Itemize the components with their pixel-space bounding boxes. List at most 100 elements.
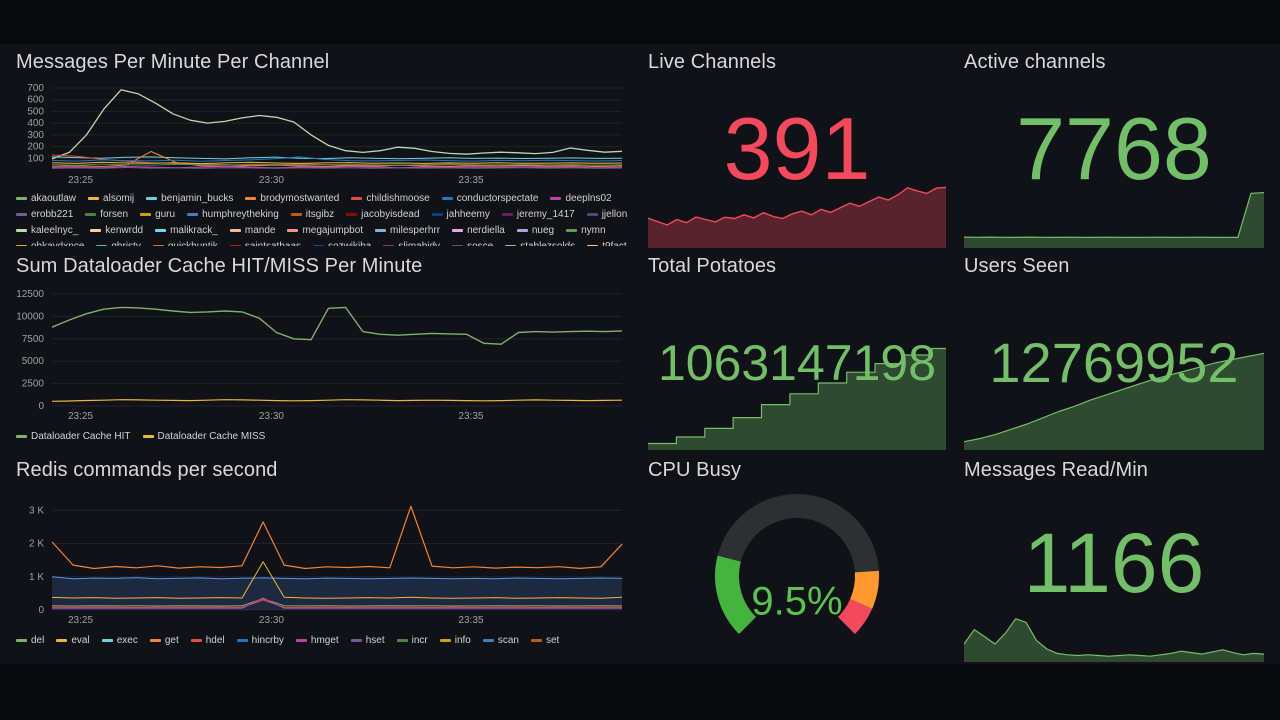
legend-item[interactable]: hmget bbox=[295, 634, 339, 647]
legend-item[interactable]: childishmoose bbox=[351, 192, 430, 205]
legend-item[interactable]: eval bbox=[56, 634, 90, 647]
legend-item[interactable]: benjamin_bucks bbox=[146, 192, 233, 205]
legend-series-color-dash bbox=[396, 639, 408, 642]
panel-title-messages-read[interactable]: Messages Read/Min bbox=[964, 459, 1149, 481]
panel-title-messages[interactable]: Messages Per Minute Per Channel bbox=[16, 51, 330, 73]
legend-item[interactable]: t9fact bbox=[587, 240, 627, 246]
legend-item[interactable]: exec bbox=[101, 634, 138, 647]
legend-series-color-dash bbox=[56, 639, 68, 642]
legend-item[interactable]: jahheemy bbox=[431, 208, 490, 221]
legend-item[interactable]: nerdiella bbox=[452, 224, 505, 237]
legend-series-color-dash bbox=[586, 213, 598, 216]
legend-item[interactable]: jjellon bbox=[586, 208, 627, 221]
legend-item[interactable]: slimabidy bbox=[383, 240, 440, 246]
legend-series-label: jahheemy bbox=[446, 209, 490, 220]
legend-item[interactable]: kaleelnyc_ bbox=[16, 224, 78, 237]
svg-text:500: 500 bbox=[27, 106, 44, 117]
legend-item[interactable]: saintsathaas bbox=[229, 240, 301, 246]
panel-title-cpu-busy[interactable]: CPU Busy bbox=[648, 459, 742, 481]
svg-text:600: 600 bbox=[27, 95, 44, 106]
legend-item[interactable]: sozwikiba bbox=[313, 240, 371, 246]
legend-series-label: del bbox=[31, 635, 45, 646]
legend-series-color-dash bbox=[229, 229, 241, 232]
svg-text:100: 100 bbox=[27, 153, 44, 164]
panel-title-total-potatoes[interactable]: Total Potatoes bbox=[648, 255, 777, 277]
legend-item[interactable]: info bbox=[439, 634, 471, 647]
legend-item[interactable]: ohkaydxnce bbox=[16, 240, 84, 246]
legend-item[interactable]: jeremy_1417 bbox=[501, 208, 575, 221]
panel-title-live-channels[interactable]: Live Channels bbox=[648, 51, 777, 73]
svg-text:23:30: 23:30 bbox=[259, 175, 284, 186]
legend-item[interactable]: mande bbox=[229, 224, 275, 237]
redis-chart[interactable]: 3 K 2 K 1 K 0 23:25 23:30 23:35 bbox=[16, 496, 628, 626]
svg-text:23:30: 23:30 bbox=[259, 411, 284, 422]
panel-title-users-seen[interactable]: Users Seen bbox=[964, 255, 1070, 277]
legend-item[interactable]: akaoutlaw bbox=[16, 192, 76, 205]
legend-series-label: guru bbox=[155, 209, 176, 220]
legend-series-color-dash bbox=[351, 197, 363, 200]
svg-text:2 K: 2 K bbox=[29, 539, 44, 550]
legend-series-color-dash bbox=[16, 229, 27, 232]
legend-item[interactable]: humphreytheking bbox=[187, 208, 279, 221]
legend-series-label: ohkaydxnce bbox=[31, 240, 84, 246]
legend-item[interactable]: Dataloader Cache MISS bbox=[142, 430, 265, 443]
panel-title-active-channels[interactable]: Active channels bbox=[964, 51, 1106, 73]
legend-series-color-dash bbox=[152, 245, 164, 246]
legend-series-label: nymn bbox=[581, 225, 606, 236]
legend-item[interactable]: jacobyisdead bbox=[346, 208, 420, 221]
legend-item[interactable]: erobb221 bbox=[16, 208, 73, 221]
svg-text:10000: 10000 bbox=[16, 311, 44, 322]
legend-item[interactable]: del bbox=[16, 634, 44, 647]
legend-item[interactable]: get bbox=[149, 634, 179, 647]
legend-series-label: slimabidy bbox=[398, 240, 440, 246]
legend-series-color-dash bbox=[346, 213, 358, 216]
legend-item[interactable]: brodymostwanted bbox=[245, 192, 339, 205]
legend-series-color-dash bbox=[287, 229, 299, 232]
legend-item[interactable]: megajumpbot bbox=[287, 224, 363, 237]
legend-item[interactable]: nueg bbox=[516, 224, 554, 237]
legend-item[interactable]: guru bbox=[140, 208, 175, 221]
top-letterbox-bar bbox=[0, 0, 1280, 44]
legend-item[interactable]: sosce bbox=[452, 240, 493, 246]
legend-item[interactable]: hincrby bbox=[236, 634, 284, 647]
legend-series-label: benjamin_bucks bbox=[161, 193, 234, 204]
legend-series-label: hincrby bbox=[251, 635, 284, 646]
legend-item[interactable]: itsgibz bbox=[290, 208, 334, 221]
dataloader-chart[interactable]: 12500 10000 7500 5000 2500 0 23:25 23:30 23:35 bbox=[16, 288, 628, 422]
messages-read-sparkline bbox=[964, 590, 1264, 662]
legend-item[interactable]: stablezsolds bbox=[505, 240, 575, 246]
legend-item[interactable]: malikrack_ bbox=[155, 224, 218, 237]
panel-title-dataloader[interactable]: Sum Dataloader Cache HIT/MISS Per Minute bbox=[16, 255, 423, 277]
legend-item[interactable]: qhristv bbox=[96, 240, 141, 246]
legend-item[interactable]: kenwrdd bbox=[90, 224, 143, 237]
legend-item[interactable]: quickhuntik bbox=[152, 240, 218, 246]
legend-item[interactable]: deeplns02 bbox=[550, 192, 612, 205]
legend-series-label: sosce bbox=[467, 240, 493, 246]
panel-messages-per-minute: Messages Per Minute Per Channel 700 600 50… bbox=[16, 50, 628, 250]
legend-item[interactable]: incr bbox=[396, 634, 428, 647]
messages-chart[interactable]: 700 600 500 400 300 200 100 23:25 23:30 23:35 bbox=[16, 82, 628, 186]
legend-item[interactable]: forsen bbox=[85, 208, 128, 221]
legend-series-label: eval bbox=[71, 635, 90, 646]
legend-item[interactable]: alsomij bbox=[88, 192, 134, 205]
legend-series-color-dash bbox=[101, 639, 113, 642]
legend-item[interactable]: milesperhrr bbox=[375, 224, 440, 237]
legend-item[interactable]: scan bbox=[482, 634, 519, 647]
legend-item[interactable]: set bbox=[530, 634, 559, 647]
panel-total-potatoes: Total Potatoes 1063147198 bbox=[648, 254, 946, 450]
legend-series-color-dash bbox=[452, 245, 464, 246]
legend-item[interactable]: conductorspectate bbox=[441, 192, 538, 205]
legend-series-label: forsen bbox=[100, 209, 129, 220]
legend-item[interactable]: nymn bbox=[566, 224, 606, 237]
panel-title-redis[interactable]: Redis commands per second bbox=[16, 459, 278, 481]
svg-text:400: 400 bbox=[27, 118, 44, 129]
legend-series-color-dash bbox=[236, 639, 248, 642]
legend-item[interactable]: Dataloader Cache HIT bbox=[16, 430, 131, 443]
svg-text:23:25: 23:25 bbox=[68, 615, 93, 626]
legend-series-color-dash bbox=[482, 639, 494, 642]
legend-series-color-dash bbox=[290, 213, 302, 216]
legend-series-color-dash bbox=[295, 639, 307, 642]
svg-text:23:25: 23:25 bbox=[68, 411, 93, 422]
legend-item[interactable]: hset bbox=[350, 634, 385, 647]
legend-item[interactable]: hdel bbox=[190, 634, 225, 647]
